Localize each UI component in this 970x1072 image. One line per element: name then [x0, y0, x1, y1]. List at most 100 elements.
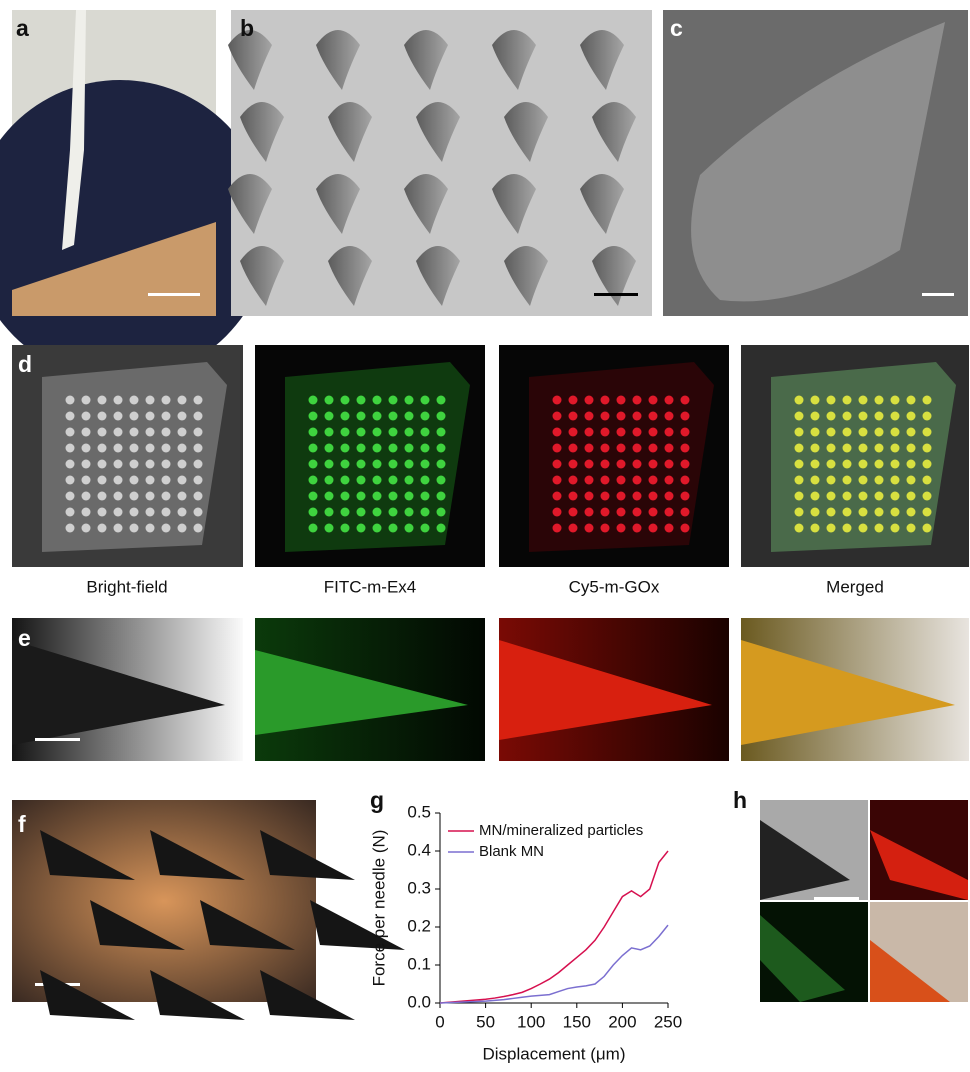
dot	[341, 508, 350, 517]
dot	[553, 508, 562, 517]
dot	[601, 428, 610, 437]
dot	[421, 492, 430, 501]
microneedle	[310, 900, 405, 950]
dot	[309, 412, 318, 421]
dot	[907, 476, 916, 485]
dot	[907, 396, 916, 405]
dot	[66, 444, 75, 453]
dot	[357, 508, 366, 517]
dot	[585, 460, 594, 469]
dot	[130, 444, 139, 453]
dot	[162, 492, 171, 501]
dot	[875, 524, 884, 533]
dot	[389, 492, 398, 501]
dot	[633, 476, 642, 485]
dot	[891, 396, 900, 405]
dot	[66, 508, 75, 517]
dot	[907, 444, 916, 453]
dot	[194, 476, 203, 485]
dot	[178, 428, 187, 437]
dot	[437, 492, 446, 501]
dot	[649, 508, 658, 517]
dot	[98, 508, 107, 517]
dot	[891, 428, 900, 437]
dot	[421, 460, 430, 469]
dot	[553, 428, 562, 437]
dot	[146, 412, 155, 421]
dot	[373, 524, 382, 533]
dot	[421, 412, 430, 421]
dot	[82, 476, 91, 485]
x-axis-label: Displacement (μm)	[483, 1044, 626, 1063]
dot	[811, 396, 820, 405]
dot	[907, 460, 916, 469]
dot	[665, 428, 674, 437]
dot	[875, 444, 884, 453]
dot	[923, 476, 932, 485]
dot	[617, 492, 626, 501]
series-line	[440, 851, 668, 1003]
dot	[341, 444, 350, 453]
panel-label: a	[16, 15, 29, 41]
dot	[585, 508, 594, 517]
y-tick-label: 0.3	[407, 878, 431, 897]
dot	[405, 476, 414, 485]
dot	[162, 508, 171, 517]
patch	[42, 362, 227, 552]
dot	[681, 444, 690, 453]
dot	[309, 524, 318, 533]
dot	[923, 412, 932, 421]
dot	[178, 444, 187, 453]
dot	[66, 524, 75, 533]
dot	[341, 524, 350, 533]
dot	[859, 460, 868, 469]
dot	[681, 524, 690, 533]
dot	[309, 460, 318, 469]
dot	[585, 444, 594, 453]
dot	[633, 428, 642, 437]
dot	[891, 524, 900, 533]
dot	[601, 508, 610, 517]
dot	[681, 492, 690, 501]
dot	[859, 428, 868, 437]
dot	[795, 476, 804, 485]
dot	[178, 460, 187, 469]
dot	[617, 476, 626, 485]
dot	[553, 492, 562, 501]
dot	[82, 460, 91, 469]
dot	[633, 396, 642, 405]
dot	[649, 412, 658, 421]
dot	[811, 508, 820, 517]
dot	[421, 524, 430, 533]
dot	[649, 476, 658, 485]
dot	[389, 412, 398, 421]
dot	[357, 428, 366, 437]
dot	[405, 508, 414, 517]
panel-label: b	[240, 15, 254, 41]
y-tick-label: 0.2	[407, 916, 431, 935]
dot	[309, 476, 318, 485]
dot	[681, 508, 690, 517]
dot	[585, 412, 594, 421]
dot	[98, 524, 107, 533]
dot	[649, 396, 658, 405]
dot	[130, 396, 139, 405]
dot	[923, 460, 932, 469]
dot	[98, 492, 107, 501]
dot	[162, 428, 171, 437]
x-tick-label: 250	[654, 1012, 682, 1031]
dot	[146, 476, 155, 485]
dot	[373, 460, 382, 469]
dot	[907, 508, 916, 517]
dot	[130, 428, 139, 437]
x-tick-label: 0	[435, 1012, 444, 1031]
dot	[891, 412, 900, 421]
dot	[681, 412, 690, 421]
dot	[601, 524, 610, 533]
dot	[665, 492, 674, 501]
dot	[82, 412, 91, 421]
dot	[649, 428, 658, 437]
dot	[811, 444, 820, 453]
dot	[325, 444, 334, 453]
dot	[405, 444, 414, 453]
